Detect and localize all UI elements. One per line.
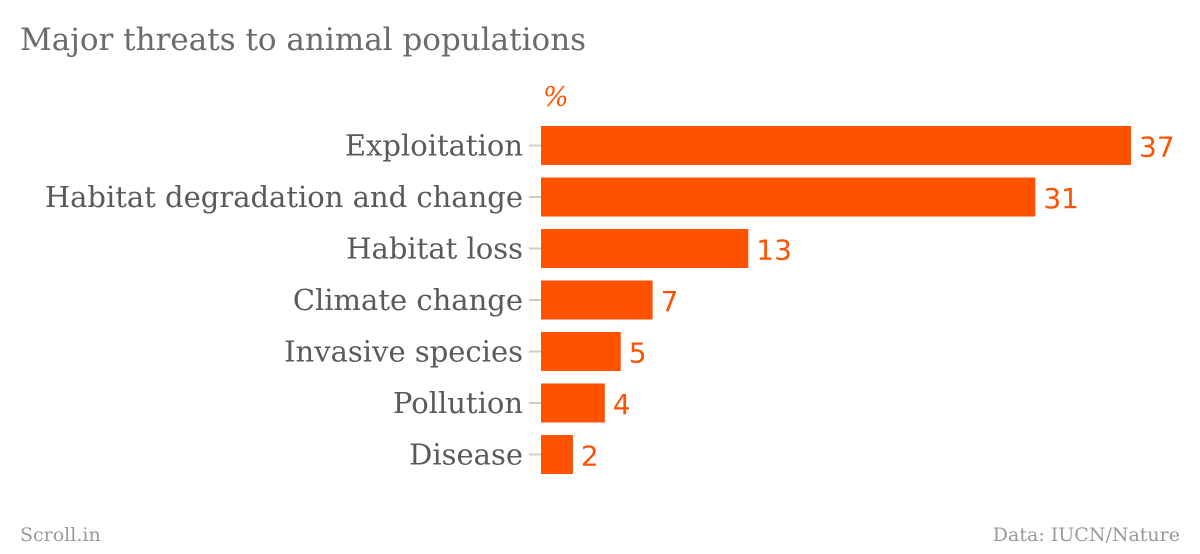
category-label: Invasive species — [284, 335, 523, 369]
bar — [541, 126, 1131, 165]
value-label: 2 — [581, 440, 599, 473]
bar — [541, 280, 653, 320]
category-label: Habitat loss — [346, 232, 523, 266]
category-label: Pollution — [393, 386, 523, 420]
value-label: 7 — [661, 285, 679, 318]
bar — [541, 383, 605, 423]
unit-label: % — [543, 82, 569, 113]
category-label: Climate change — [293, 283, 523, 317]
bar — [541, 435, 573, 474]
category-label: Disease — [409, 438, 523, 472]
value-label: 31 — [1043, 182, 1079, 215]
source-brand: Scroll.in — [20, 524, 101, 546]
bar — [541, 332, 621, 371]
data-source: Data: IUCN/Nature — [992, 524, 1180, 546]
bar — [541, 229, 749, 268]
value-label: 13 — [756, 234, 792, 267]
bar — [541, 177, 1036, 217]
category-label: Exploitation — [345, 129, 523, 163]
category-label: Habitat degradation and change — [45, 180, 523, 214]
chart-title: Major threats to animal populations — [20, 22, 587, 58]
value-label: 4 — [613, 388, 631, 421]
value-label: 37 — [1139, 131, 1175, 164]
value-label: 5 — [629, 337, 647, 370]
